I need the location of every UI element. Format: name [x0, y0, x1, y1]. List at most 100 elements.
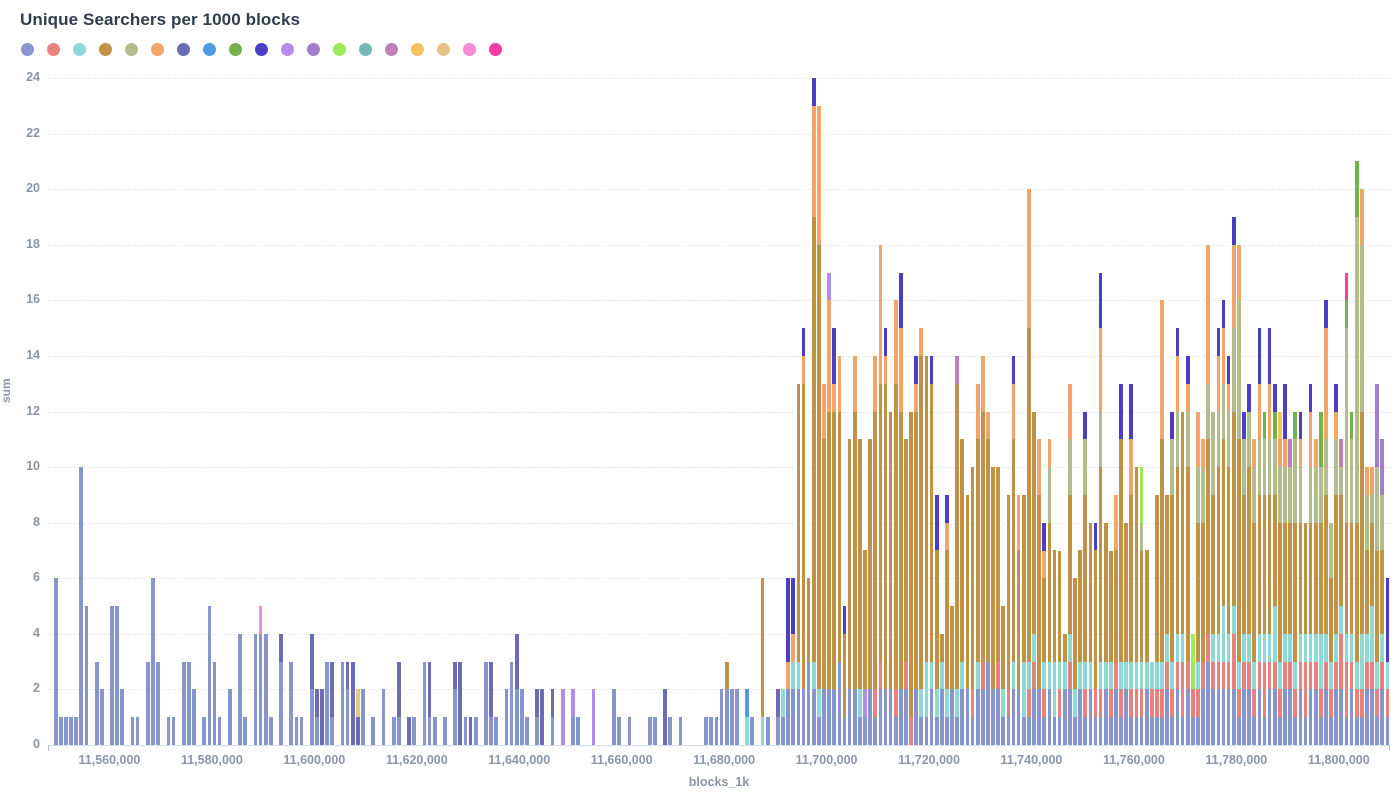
- bar-segment-series-03-light-teal[interactable]: [791, 661, 796, 690]
- bar-segment-series-01-periwinkle[interactable]: [207, 606, 212, 745]
- bar-segment-series-06-orange[interactable]: [1016, 494, 1021, 551]
- bar[interactable]: [1103, 522, 1108, 745]
- bar-segment-series-01-periwinkle[interactable]: [1057, 717, 1062, 745]
- bar-segment-series-01-periwinkle[interactable]: [1144, 689, 1149, 745]
- bar[interactable]: [863, 550, 867, 745]
- bar[interactable]: [847, 439, 852, 745]
- bar[interactable]: [822, 383, 826, 745]
- bar-segment-series-06-orange[interactable]: [1359, 189, 1364, 245]
- bar-segment-series-06-orange[interactable]: [1313, 439, 1318, 468]
- bar[interactable]: [1349, 411, 1354, 745]
- bar[interactable]: [1160, 300, 1164, 745]
- bar-segment-series-02-salmon[interactable]: [909, 717, 913, 745]
- bar[interactable]: [1370, 467, 1374, 745]
- bar-segment-series-03-light-teal[interactable]: [1237, 661, 1241, 690]
- bar-segment-series-06-orange[interactable]: [1370, 467, 1374, 495]
- bar-segment-series-03-light-teal[interactable]: [1211, 633, 1216, 662]
- legend-dot-series-04-dark-khaki[interactable]: [99, 43, 112, 56]
- bar-segment-series-02-salmon[interactable]: [1257, 661, 1262, 690]
- bar-segment-series-01-periwinkle[interactable]: [238, 633, 242, 745]
- bar-segment-series-01-periwinkle[interactable]: [878, 689, 883, 745]
- bar-segment-series-11-light-purple[interactable]: [560, 689, 565, 745]
- bar-segment-series-05-olive[interactable]: [1211, 411, 1216, 495]
- bar-segment-series-01-periwinkle[interactable]: [1201, 689, 1205, 745]
- bar-segment-series-04-dark-khaki[interactable]: [1308, 522, 1313, 634]
- bar-segment-series-06-orange[interactable]: [1196, 411, 1200, 468]
- bar[interactable]: [99, 689, 104, 745]
- bar-segment-series-01-periwinkle[interactable]: [735, 689, 739, 745]
- bar-segment-series-04-dark-khaki[interactable]: [1119, 439, 1123, 662]
- bar-segment-series-06-orange[interactable]: [980, 355, 985, 412]
- bar[interactable]: [299, 717, 304, 745]
- bar-segment-series-04-dark-khaki[interactable]: [847, 439, 852, 690]
- bar-segment-series-05-olive[interactable]: [1380, 494, 1385, 551]
- bar-segment-series-12-med-purple[interactable]: [1380, 439, 1385, 495]
- bar-segment-series-05-olive[interactable]: [1313, 467, 1318, 523]
- bar-segment-series-04-dark-khaki[interactable]: [1293, 522, 1298, 662]
- bar-segment-series-03-light-teal[interactable]: [858, 689, 862, 718]
- bar-segment-series-03-light-teal[interactable]: [1027, 661, 1031, 690]
- bar-segment-series-01-periwinkle[interactable]: [268, 717, 273, 745]
- bar-segment-series-05-olive[interactable]: [1283, 467, 1287, 523]
- bar-segment-series-01-periwinkle[interactable]: [776, 717, 780, 745]
- bar-segment-series-01-periwinkle[interactable]: [397, 717, 401, 745]
- bar[interactable]: [1006, 494, 1011, 745]
- bar-segment-series-04-dark-khaki[interactable]: [1257, 494, 1262, 634]
- bar[interactable]: [156, 661, 160, 745]
- bar-segment-series-05-olive[interactable]: [1247, 411, 1251, 468]
- bar-segment-series-04-dark-khaki[interactable]: [873, 411, 878, 690]
- bar-segment-series-03-light-teal[interactable]: [1165, 633, 1170, 662]
- bar[interactable]: [1078, 550, 1082, 745]
- bar[interactable]: [535, 689, 539, 745]
- bar-segment-series-03-light-teal[interactable]: [1047, 661, 1052, 690]
- bar[interactable]: [791, 578, 796, 745]
- bar-segment-series-01-periwinkle[interactable]: [1098, 717, 1103, 745]
- bar-segment-series-06-orange[interactable]: [1231, 244, 1236, 329]
- bar-segment-series-05-olive[interactable]: [1349, 439, 1354, 523]
- bar-segment-series-04-dark-khaki[interactable]: [1262, 494, 1267, 634]
- bar-segment-series-03-light-teal[interactable]: [1349, 633, 1354, 662]
- bar-segment-series-01-periwinkle[interactable]: [1006, 717, 1011, 745]
- bar-segment-series-06-orange[interactable]: [883, 355, 888, 384]
- bar[interactable]: [776, 689, 780, 745]
- bar-segment-series-19-magenta[interactable]: [1344, 272, 1349, 301]
- bar-segment-series-04-dark-khaki[interactable]: [842, 633, 847, 718]
- bar-segment-series-01-periwinkle[interactable]: [289, 661, 294, 745]
- bar[interactable]: [458, 661, 463, 745]
- bar-segment-series-01-periwinkle[interactable]: [832, 689, 837, 745]
- bar-segment-series-03-light-teal[interactable]: [1370, 606, 1374, 662]
- bar-segment-series-01-periwinkle[interactable]: [1196, 717, 1200, 745]
- bar[interactable]: [1088, 522, 1093, 745]
- bar-segment-series-04-dark-khaki[interactable]: [1180, 411, 1185, 634]
- bar[interactable]: [453, 661, 458, 745]
- bar-segment-series-03-light-teal[interactable]: [1119, 661, 1123, 690]
- bar-segment-series-02-salmon[interactable]: [1211, 661, 1216, 690]
- bar-segment-series-10-indigo[interactable]: [1334, 383, 1339, 412]
- bar-segment-series-02-salmon[interactable]: [1160, 689, 1164, 718]
- bar-segment-series-01-periwinkle[interactable]: [965, 689, 970, 745]
- bar-segment-series-03-light-teal[interactable]: [1303, 633, 1308, 662]
- bar-segment-series-03-light-teal[interactable]: [1293, 661, 1298, 690]
- bar-segment-series-10-indigo[interactable]: [1119, 383, 1123, 440]
- bar-segment-series-01-periwinkle[interactable]: [1062, 689, 1067, 745]
- bar-segment-series-04-dark-khaki[interactable]: [1339, 494, 1344, 607]
- bar-segment-series-10-indigo[interactable]: [1221, 300, 1226, 329]
- bar-segment-series-03-light-teal[interactable]: [760, 717, 765, 745]
- bar-segment-series-02-salmon[interactable]: [1344, 661, 1349, 718]
- bar-segment-series-01-periwinkle[interactable]: [806, 661, 811, 745]
- bar-segment-series-05-olive[interactable]: [1252, 467, 1257, 523]
- bar[interactable]: [1170, 411, 1175, 745]
- bar-segment-series-04-dark-khaki[interactable]: [1027, 328, 1031, 662]
- bar-segment-series-02-salmon[interactable]: [1114, 661, 1118, 690]
- bar[interactable]: [289, 661, 294, 745]
- legend-dot-series-08-bright-blue[interactable]: [203, 43, 216, 56]
- bar[interactable]: [110, 606, 114, 745]
- bar[interactable]: [171, 717, 176, 745]
- bar-segment-series-10-indigo[interactable]: [1231, 217, 1236, 245]
- bar-segment-series-03-light-teal[interactable]: [1324, 633, 1328, 662]
- bar-segment-series-02-salmon[interactable]: [996, 661, 1000, 690]
- bar-segment-series-04-dark-khaki[interactable]: [1042, 578, 1047, 662]
- bar-segment-series-04-dark-khaki[interactable]: [1359, 411, 1364, 634]
- bar-segment-series-04-dark-khaki[interactable]: [939, 633, 944, 662]
- bar-segment-series-07-dark-slate[interactable]: [550, 689, 555, 718]
